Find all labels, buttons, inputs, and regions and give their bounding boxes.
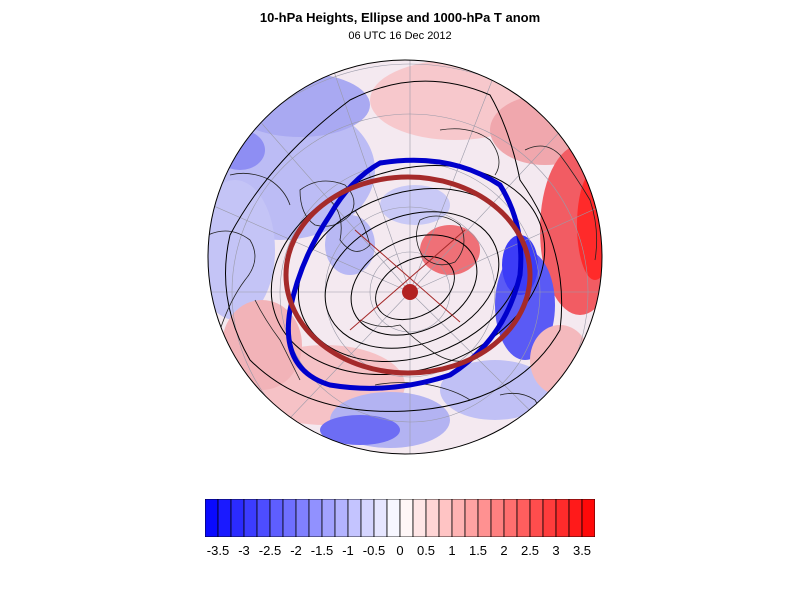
height-contour xyxy=(225,80,563,412)
colorbar-bin xyxy=(334,499,349,537)
colorbar-tick-label: -1.5 xyxy=(310,543,334,558)
colorbar-tick-label: -2.5 xyxy=(258,543,282,558)
colorbar-tick-label: 0.5 xyxy=(416,543,436,558)
coastline xyxy=(416,215,465,266)
warm-anomaly-region xyxy=(530,325,590,395)
colorbar-bin xyxy=(568,499,583,537)
vortex-ellipse xyxy=(283,174,533,376)
colorbar-tick-label: 2 xyxy=(500,543,508,558)
ellipse-minor-axis xyxy=(349,229,466,331)
coastline xyxy=(439,128,500,176)
cold-anomaly-region xyxy=(380,185,450,225)
coastline xyxy=(524,145,598,261)
colorbar-bin xyxy=(256,499,271,537)
coastline xyxy=(374,382,471,401)
coastline xyxy=(254,299,301,381)
ellipse-major-axis xyxy=(354,229,461,323)
cold-anomaly-region xyxy=(230,73,370,137)
colorbar-bin xyxy=(412,499,427,537)
colorbar-bin xyxy=(438,499,453,537)
coastline xyxy=(329,199,371,252)
colorbar-bin xyxy=(321,499,336,537)
colorbar-bin xyxy=(295,499,310,537)
colorbar-bin xyxy=(373,499,388,537)
height-contour xyxy=(350,234,478,336)
colorbar-bin xyxy=(425,499,440,537)
coastline xyxy=(359,319,471,362)
coastline xyxy=(229,172,291,206)
height-contours xyxy=(225,80,563,412)
meridian xyxy=(208,199,411,293)
map-disk xyxy=(208,60,602,454)
meridian xyxy=(409,199,602,293)
colorbar-tick-label: -3 xyxy=(238,543,250,558)
meridian xyxy=(409,109,581,293)
colorbar-tick-label: -3.5 xyxy=(206,543,230,558)
strong-warm-anomaly xyxy=(577,170,602,280)
coastline xyxy=(208,230,256,331)
colorbar-bin xyxy=(477,499,492,537)
chart-title: 10-hPa Heights, Ellipse and 1000-hPa T a… xyxy=(259,10,541,25)
colorbar-tick-label: -0.5 xyxy=(362,543,386,558)
colorbar-bin xyxy=(347,499,362,537)
colorbar-bin xyxy=(269,499,284,537)
colorbar-bin xyxy=(581,499,595,537)
height-contour xyxy=(324,211,500,349)
colorbar-tick-label: -2 xyxy=(290,543,302,558)
meridian xyxy=(329,60,411,293)
colorbar-tick-label: 1 xyxy=(448,543,456,558)
colorbar-bin xyxy=(399,499,414,537)
colorbar-bin xyxy=(555,499,570,537)
colorbar-bin xyxy=(360,499,375,537)
colorbar-bin xyxy=(542,499,557,537)
cold-anomaly-region xyxy=(320,415,400,445)
colorbar-bin xyxy=(451,499,466,537)
height-contour xyxy=(375,255,455,321)
colorbar-bin xyxy=(386,499,401,537)
colorbar-bin xyxy=(205,499,219,537)
colorbar-bin xyxy=(217,499,232,537)
colorbar-bin xyxy=(308,499,323,537)
colorbar-bin xyxy=(243,499,258,537)
colorbar xyxy=(205,499,595,537)
colorbar-bin xyxy=(490,499,505,537)
height-contour xyxy=(270,165,546,375)
colorbar-bin xyxy=(503,499,518,537)
map-outline xyxy=(207,59,603,455)
ellipse-center-marker xyxy=(402,284,418,300)
colorbar-tick-label: -1 xyxy=(342,543,354,558)
colorbar-bin xyxy=(464,499,479,537)
warm-anomaly-region xyxy=(420,225,480,275)
colorbar-tick-label: 1.5 xyxy=(468,543,488,558)
colorbar-tick-label: 0 xyxy=(396,543,404,558)
cold-anomaly-region xyxy=(208,180,275,320)
colorbar-bin xyxy=(230,499,245,537)
colorbar-bin xyxy=(516,499,531,537)
colorbar-tick-label: 2.5 xyxy=(520,543,540,558)
chart-subtitle: 06 UTC 16 Dec 2012 xyxy=(348,30,452,42)
colorbar-tick-label: 3 xyxy=(552,543,560,558)
colorbar-bin xyxy=(282,499,297,537)
meridian xyxy=(409,60,501,293)
colorbar-bin xyxy=(529,499,544,537)
polar-vortex-edge xyxy=(285,157,524,391)
colorbar-tick-label: 3.5 xyxy=(572,543,592,558)
